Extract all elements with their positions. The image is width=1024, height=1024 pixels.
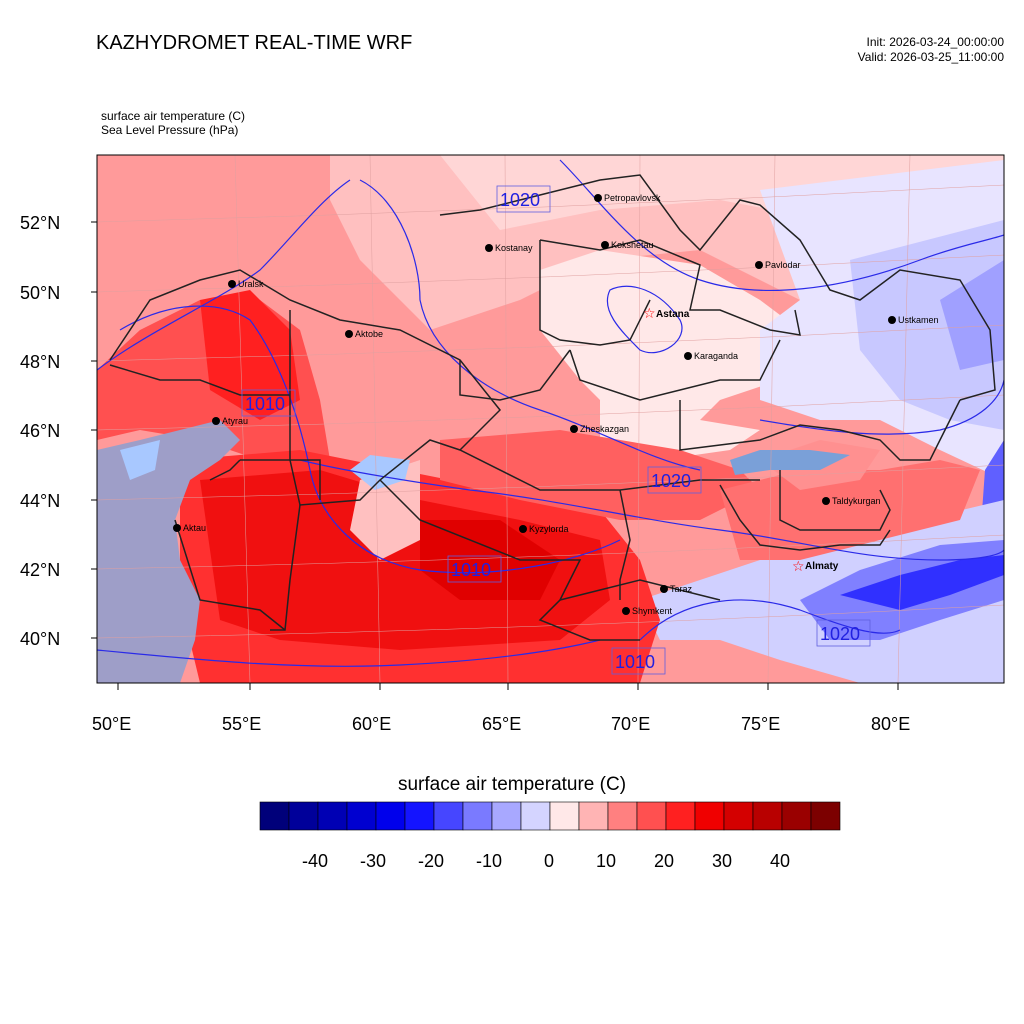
- time-info: Init: 2026-03-24_00:00:00 Valid: 2026-03…: [858, 35, 1004, 65]
- colorbar-swatch: [491, 801, 522, 831]
- colorbar-label: -20: [418, 851, 444, 871]
- lon-label: 50°E: [92, 714, 131, 734]
- colorbar-swatch: [346, 801, 377, 831]
- lat-label: 42°N: [20, 560, 60, 580]
- colorbar-label: -10: [476, 851, 502, 871]
- colorbar-swatch: [665, 801, 696, 831]
- city-label: Taraz: [670, 584, 693, 594]
- field-legend: surface air temperature (C) Sea Level Pr…: [101, 109, 245, 137]
- temperature-colorbar: [259, 801, 841, 831]
- field-pressure: Sea Level Pressure (hPa): [101, 123, 239, 137]
- lon-label: 75°E: [741, 714, 780, 734]
- colorbar-swatch: [636, 801, 667, 831]
- colorbar-swatch: [694, 801, 725, 831]
- init-time: Init: 2026-03-24_00:00:00: [866, 35, 1004, 49]
- svg-text:☆: ☆: [792, 559, 805, 575]
- colorbar-title: surface air temperature (C): [397, 774, 627, 795]
- city-label: Petropavlovsk: [604, 193, 661, 203]
- lat-label: 52°N: [20, 213, 60, 233]
- isobar-label: 1010: [245, 394, 285, 414]
- colorbar-label: 40: [770, 851, 790, 871]
- isobar-lines: [97, 159, 1004, 667]
- city-label: Zheskazgan: [580, 424, 629, 434]
- page-title: KAZHYDROMET REAL-TIME WRF: [96, 32, 413, 54]
- lon-label: 70°E: [611, 714, 650, 734]
- colorbar-swatch: [259, 801, 290, 831]
- svg-text:☆: ☆: [643, 306, 656, 322]
- lon-label: 55°E: [222, 714, 261, 734]
- colorbar-swatch: [317, 801, 348, 831]
- colorbar-label: 0: [544, 851, 554, 871]
- isobar-label: 1010: [615, 652, 655, 672]
- city-label: Aktau: [183, 523, 206, 533]
- latitude-labels: 52°N 50°N 48°N 46°N 44°N 42°N 40°N: [20, 213, 60, 649]
- colorbar-labels: -40 -30 -20 -10 0 10 20 30 40: [302, 851, 790, 871]
- longitude-labels: 50°E 55°E 60°E 65°E 70°E 75°E 80°E: [92, 714, 910, 734]
- colorbar-swatch: [520, 801, 551, 831]
- city-label: Ustkamen: [898, 315, 939, 325]
- city-label: Kyzylorda: [529, 524, 569, 534]
- colorbar-swatch: [752, 801, 783, 831]
- lat-label: 48°N: [20, 352, 60, 372]
- city-label: Almaty: [805, 561, 839, 572]
- region-borders: [109, 174, 996, 641]
- colorbar-swatch: [462, 801, 493, 831]
- lon-label: 65°E: [482, 714, 521, 734]
- colorbar-label: -30: [360, 851, 386, 871]
- lat-label: 44°N: [20, 491, 60, 511]
- city-label: Astana: [656, 309, 690, 320]
- lon-label: 80°E: [871, 714, 910, 734]
- colorbar-swatch: [288, 801, 319, 831]
- colorbar-swatch: [607, 801, 638, 831]
- colorbar-swatch: [781, 801, 812, 831]
- city-label: Shymkent: [632, 606, 673, 616]
- isobar-label: 1020: [651, 471, 691, 491]
- city-label: Aktobe: [355, 329, 383, 339]
- city-label: Karaganda: [694, 351, 738, 361]
- field-temperature: surface air temperature (C): [101, 109, 246, 123]
- isobar-label: 1020: [500, 190, 540, 210]
- isobar-label: 1010: [451, 560, 491, 580]
- colorbar-label: 10: [596, 851, 616, 871]
- city-label: Kokshetau: [611, 240, 654, 250]
- lat-label: 46°N: [20, 421, 60, 441]
- valid-time: Valid: 2026-03-25_11:00:00: [857, 50, 1004, 64]
- city-label: Kostanay: [495, 243, 533, 253]
- temperature-field: [97, 155, 1004, 683]
- isobar-label: 1020: [820, 624, 860, 644]
- lat-label: 40°N: [20, 629, 60, 649]
- colorbar-swatch: [375, 801, 406, 831]
- colorbar-swatch: [404, 801, 435, 831]
- colorbar-swatch: [578, 801, 609, 831]
- colorbar-swatch: [723, 801, 754, 831]
- lon-label: 60°E: [352, 714, 391, 734]
- city-label: Pavlodar: [765, 260, 801, 270]
- city-label: Uralsk: [238, 279, 264, 289]
- city-markers: Petropavlovsk Kostanay Kokshetau Pavloda…: [173, 193, 939, 616]
- colorbar-label: 20: [654, 851, 674, 871]
- city-label: Taldykurgan: [832, 496, 881, 506]
- colorbar-swatch: [810, 801, 841, 831]
- city-label: Atyrau: [222, 416, 248, 426]
- colorbar-label: 30: [712, 851, 732, 871]
- isobar-labels: 1020 1010 1020 1010 1020 1010: [241, 185, 871, 675]
- colorbar-label: -40: [302, 851, 328, 871]
- colorbar-swatch: [433, 801, 464, 831]
- colorbar-swatch: [549, 801, 580, 831]
- lat-label: 50°N: [20, 283, 60, 303]
